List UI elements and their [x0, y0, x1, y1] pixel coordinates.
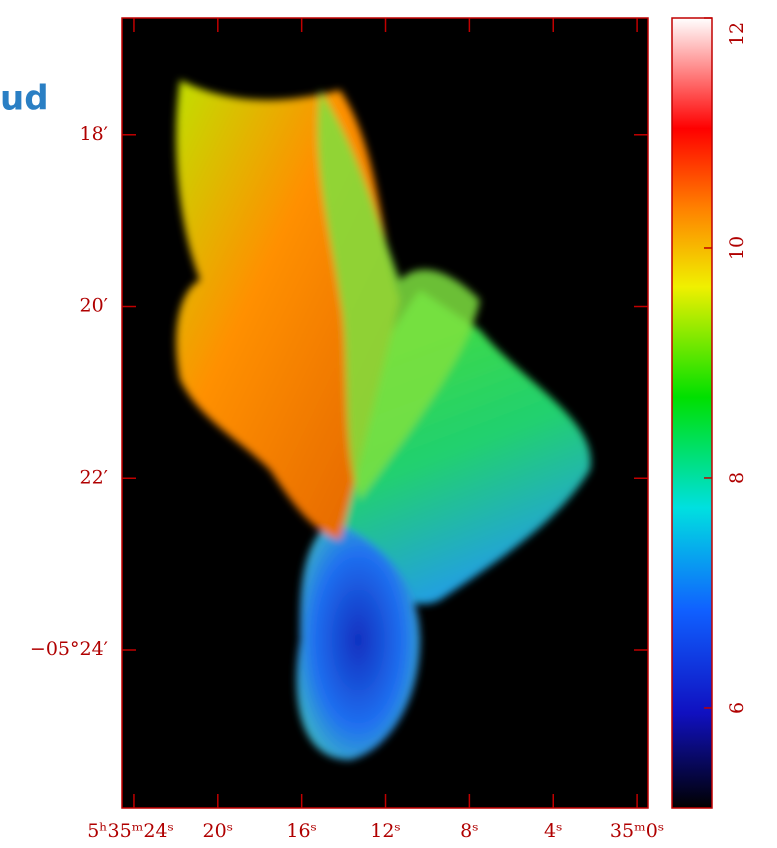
x-tick-label: 35ᵐ0ˢ	[610, 820, 664, 842]
y-tick-label: −05°24′	[30, 638, 108, 660]
x-tick-label: 5ʰ35ᵐ24ˢ	[87, 820, 174, 842]
map-region	[296, 520, 420, 760]
y-tick-label: 18′	[80, 123, 109, 145]
x-tick-label: 4ˢ	[544, 820, 563, 842]
map-region	[317, 90, 480, 500]
x-tick-label: 8ˢ	[460, 820, 479, 842]
chart-title: ud	[0, 79, 49, 119]
colorbar-tick-label: 8	[726, 472, 748, 484]
x-tick-label: 20ˢ	[203, 820, 234, 842]
y-tick-label: 22′	[80, 466, 109, 488]
x-tick-label: 16ˢ	[286, 820, 317, 842]
colorbar-tick-label: 10	[726, 236, 748, 260]
colorbar-tick-label: 12	[726, 22, 748, 46]
colorbar	[671, 17, 713, 809]
emission-map	[176, 80, 591, 760]
x-tick-label: 12ˢ	[370, 820, 401, 842]
colorbar-tick-label: 6	[726, 702, 748, 714]
y-tick-label: 20′	[80, 295, 109, 317]
